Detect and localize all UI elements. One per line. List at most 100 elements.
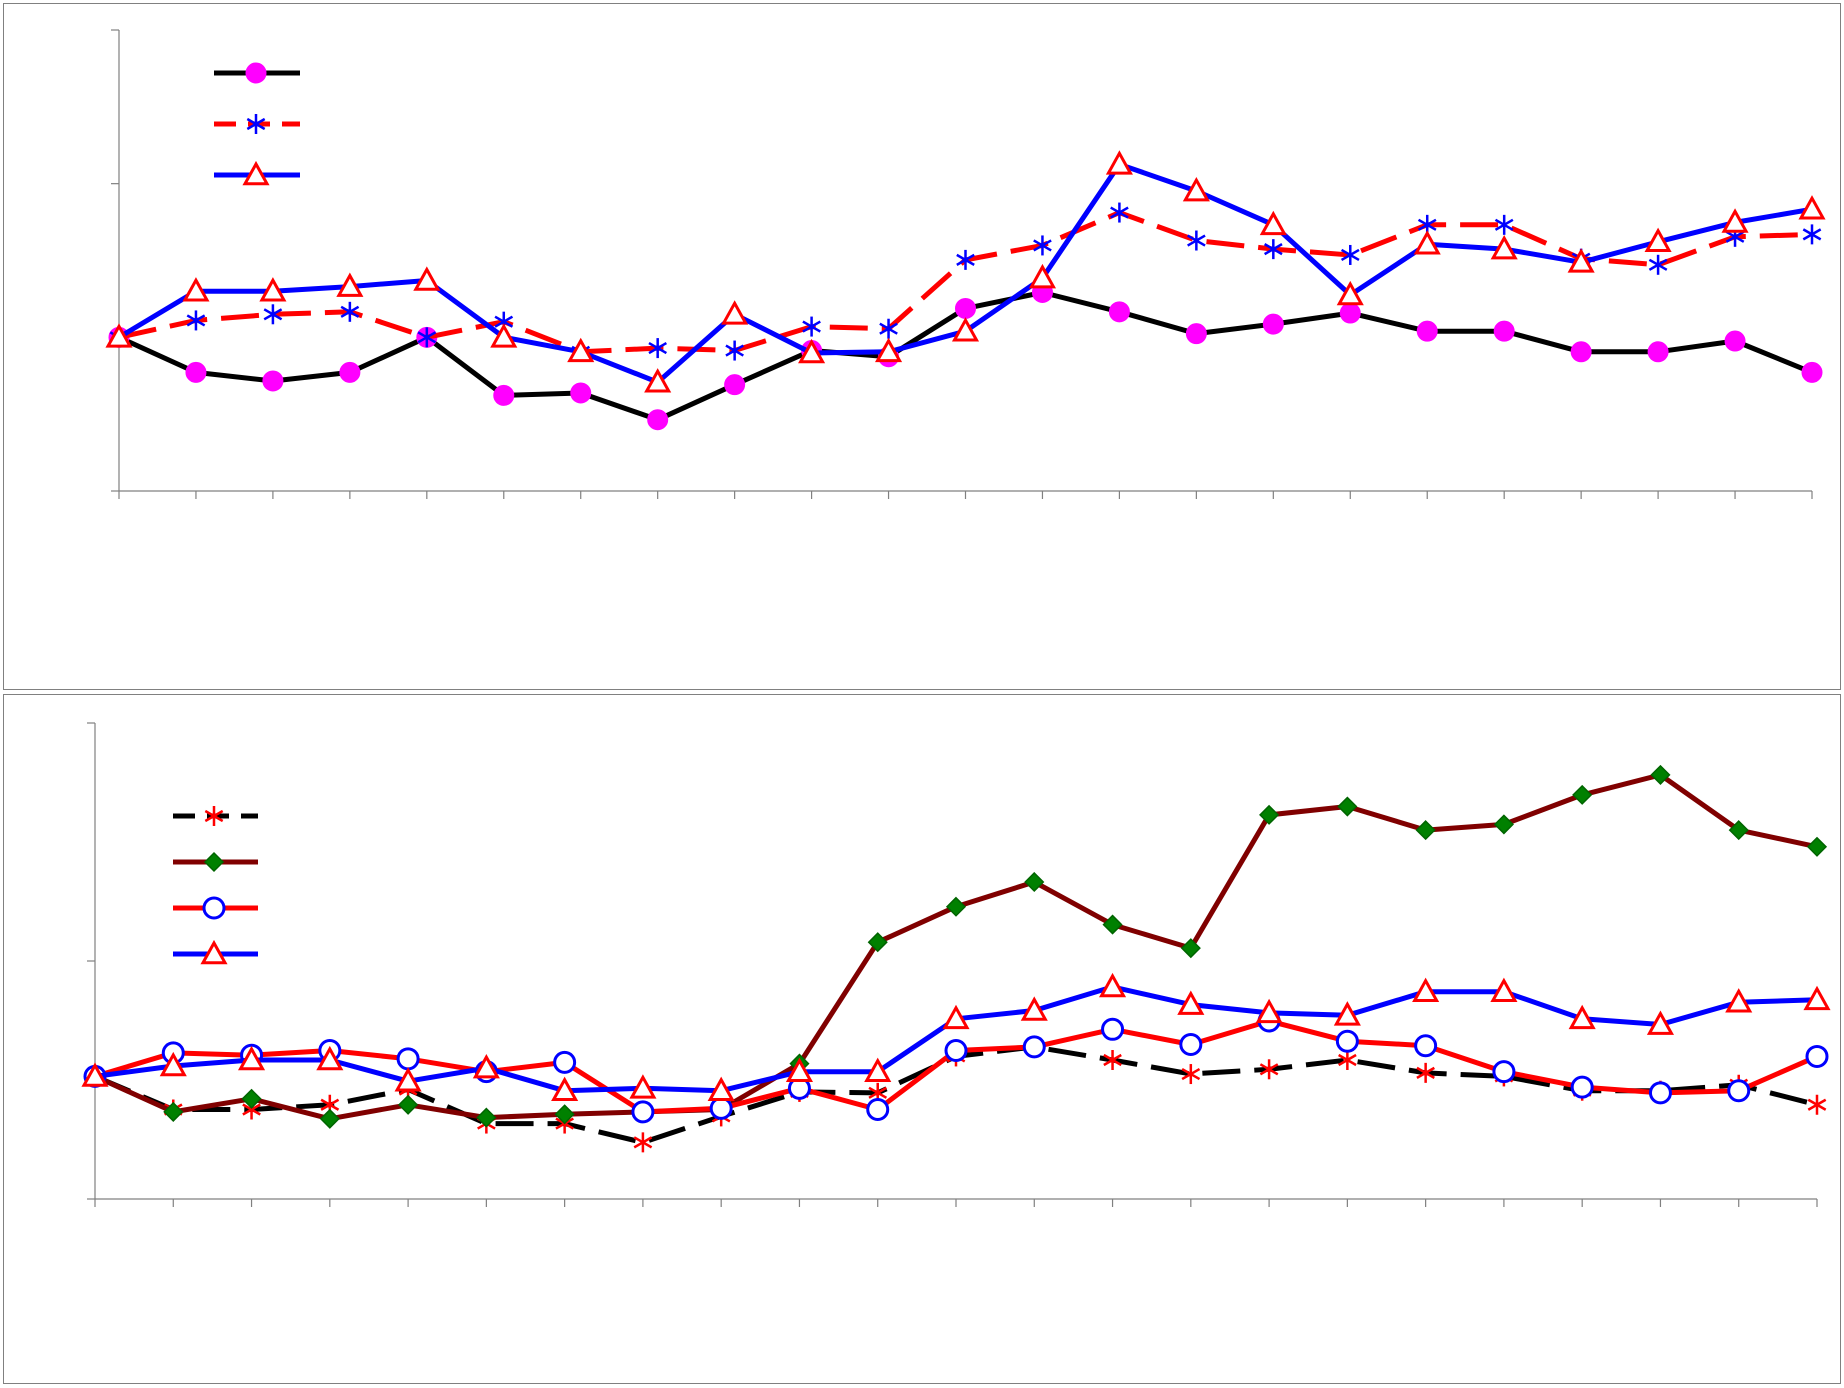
data-point xyxy=(721,300,749,325)
data-point xyxy=(802,316,821,337)
data-point xyxy=(1181,1064,1201,1085)
data-point xyxy=(1493,814,1514,835)
data-point xyxy=(394,1067,422,1092)
data-point xyxy=(241,1088,262,1109)
data-point xyxy=(259,277,287,302)
legend-marker xyxy=(242,160,270,186)
data-point xyxy=(551,1076,579,1102)
data-point xyxy=(1255,998,1283,1024)
data-point xyxy=(1179,1033,1203,1057)
data-point xyxy=(1568,1004,1596,1030)
data-point xyxy=(1647,341,1669,363)
data-point xyxy=(942,1004,970,1030)
data-point xyxy=(1185,323,1207,345)
data-point xyxy=(1020,996,1048,1021)
data-point xyxy=(1108,301,1130,323)
data-point xyxy=(1024,871,1045,893)
legend-entry xyxy=(214,62,300,84)
data-point xyxy=(874,337,903,363)
data-point xyxy=(1646,1010,1675,1035)
data-point xyxy=(879,318,898,339)
data-point xyxy=(570,382,592,404)
data-point xyxy=(633,1132,653,1153)
data-point xyxy=(1648,254,1668,275)
data-point xyxy=(1102,914,1123,935)
data-point xyxy=(864,1057,892,1082)
data-point xyxy=(951,317,980,342)
data-point xyxy=(490,323,518,348)
data-point xyxy=(955,297,976,319)
data-point xyxy=(1103,1050,1122,1071)
data-point xyxy=(725,340,744,361)
data-point xyxy=(159,1051,187,1077)
legend-entry xyxy=(173,806,258,826)
data-point xyxy=(1339,302,1361,324)
legend-marker xyxy=(200,939,228,965)
data-point xyxy=(1725,988,1753,1013)
data-point xyxy=(945,896,967,917)
data-point xyxy=(644,368,672,393)
chart-panel-top xyxy=(3,3,1841,690)
data-point xyxy=(1101,1017,1125,1041)
data-point xyxy=(182,277,210,302)
data-point xyxy=(707,1076,735,1102)
data-point xyxy=(631,1100,655,1124)
data-point xyxy=(476,1107,497,1128)
data-point xyxy=(1033,235,1052,256)
data-point xyxy=(185,361,207,383)
data-point xyxy=(1570,1075,1594,1099)
data-point xyxy=(1336,280,1364,306)
data-point xyxy=(1338,1050,1357,1071)
data-point xyxy=(1177,990,1205,1015)
data-point xyxy=(1801,361,1823,383)
data-point xyxy=(105,323,133,348)
data-point xyxy=(798,338,826,364)
data-point xyxy=(1727,1079,1751,1103)
data-point xyxy=(1413,230,1441,255)
data-point xyxy=(1412,977,1440,1003)
data-point xyxy=(1187,230,1206,251)
data-point xyxy=(472,1054,500,1079)
data-point xyxy=(186,310,206,331)
data-point xyxy=(336,272,364,297)
data-point xyxy=(648,338,668,359)
legend-marker xyxy=(203,851,225,873)
data-point xyxy=(340,301,360,322)
data-point xyxy=(417,327,437,348)
data-point xyxy=(396,1047,420,1071)
data-point xyxy=(1805,1044,1829,1068)
data-point xyxy=(1570,341,1592,363)
chart-2 xyxy=(81,722,1831,1207)
series-1 xyxy=(108,281,1823,431)
data-point xyxy=(944,1038,968,1062)
data-point xyxy=(1414,1034,1438,1058)
axes xyxy=(111,29,1813,499)
data-point xyxy=(1490,235,1518,260)
data-point xyxy=(1028,263,1057,289)
series-3 xyxy=(105,150,1826,393)
data-point xyxy=(1262,313,1284,335)
data-point xyxy=(1105,150,1133,175)
data-point xyxy=(956,249,975,270)
data-point xyxy=(1721,208,1749,233)
data-point xyxy=(319,1108,340,1129)
data-point xyxy=(1098,972,1127,998)
data-point xyxy=(1802,224,1822,245)
data-point xyxy=(1806,836,1828,857)
data-point xyxy=(867,932,888,953)
data-point xyxy=(553,1050,577,1074)
data-point xyxy=(1650,764,1671,785)
data-point xyxy=(1494,214,1514,235)
legend-marker xyxy=(246,114,266,134)
data-point xyxy=(1337,796,1358,817)
data-point xyxy=(1648,1081,1672,1105)
data-point xyxy=(1728,820,1749,841)
data-point xyxy=(647,409,669,431)
data-point xyxy=(554,1104,575,1125)
data-point xyxy=(1493,320,1515,342)
legend-marker xyxy=(245,62,267,84)
data-point xyxy=(1259,1059,1279,1080)
data-point xyxy=(1180,938,1201,959)
data-point xyxy=(1263,239,1283,260)
